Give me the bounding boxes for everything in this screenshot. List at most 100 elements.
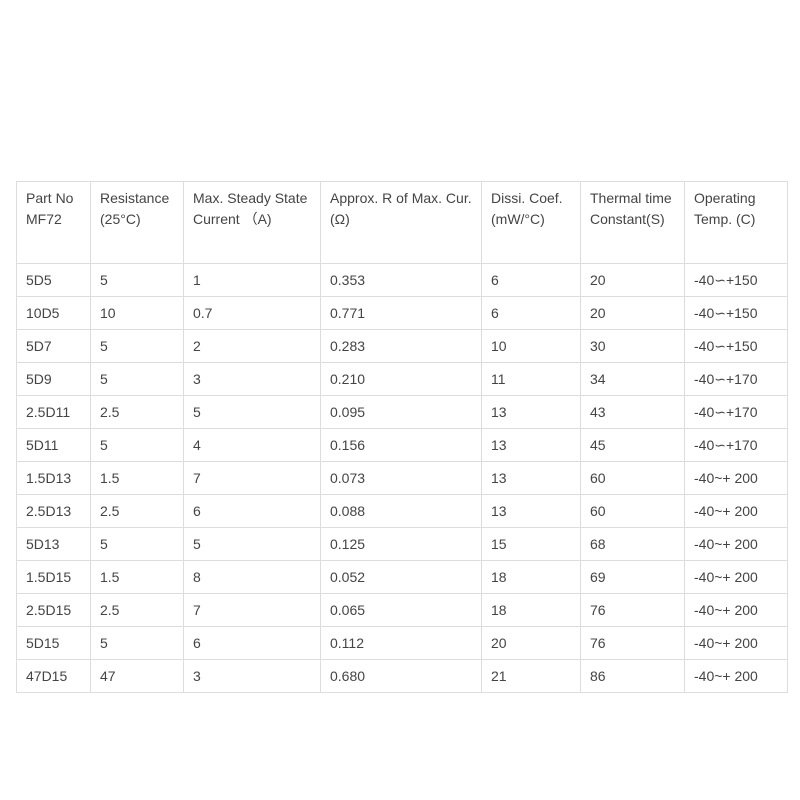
- table-row: 47D15 47 3 0.680 21 86 -40~+ 200: [16, 659, 788, 693]
- table-cell: 60: [580, 494, 685, 528]
- table-row: 5D13 5 5 0.125 15 68 -40~+ 200: [16, 527, 788, 561]
- table-cell: 5D5: [16, 263, 91, 297]
- table-cell: 3: [183, 659, 321, 693]
- table-cell: 21: [481, 659, 581, 693]
- table-cell: 47D15: [16, 659, 91, 693]
- column-header: Operating Temp. (C): [684, 181, 788, 264]
- table-cell: 15: [481, 527, 581, 561]
- table-cell: 45: [580, 428, 685, 462]
- table-cell: -40~+ 200: [684, 494, 788, 528]
- column-header: Approx. R of Max. Cur.(Ω): [320, 181, 482, 264]
- table-cell: 0.353: [320, 263, 482, 297]
- table-cell: 0.210: [320, 362, 482, 396]
- table-cell: 2.5D15: [16, 593, 91, 627]
- table-cell: 8: [183, 560, 321, 594]
- table-cell: 0.283: [320, 329, 482, 363]
- table-cell: -40~+ 200: [684, 626, 788, 660]
- table-cell: 2.5D11: [16, 395, 91, 429]
- table-cell: -40~+ 200: [684, 527, 788, 561]
- table-cell: 5: [90, 527, 184, 561]
- table-cell: 0.771: [320, 296, 482, 330]
- table-cell: 5: [90, 263, 184, 297]
- table-cell: 13: [481, 494, 581, 528]
- table-cell: 0.680: [320, 659, 482, 693]
- table-cell: 1.5D15: [16, 560, 91, 594]
- table-cell: -40∽+170: [684, 428, 788, 462]
- table-cell: 43: [580, 395, 685, 429]
- table-row: 10D5 10 0.7 0.771 6 20 -40∽+150: [16, 296, 788, 330]
- table-cell: 11: [481, 362, 581, 396]
- table-cell: 76: [580, 626, 685, 660]
- table-cell: -40~+ 200: [684, 659, 788, 693]
- table-cell: 4: [183, 428, 321, 462]
- table-cell: -40~+ 200: [684, 461, 788, 495]
- table-cell: 10: [481, 329, 581, 363]
- table-cell: 76: [580, 593, 685, 627]
- table-cell: 5: [90, 428, 184, 462]
- table-cell: 10D5: [16, 296, 91, 330]
- table-cell: 1.5D13: [16, 461, 91, 495]
- table-cell: 30: [580, 329, 685, 363]
- table-cell: 5D15: [16, 626, 91, 660]
- table-cell: 13: [481, 428, 581, 462]
- table-cell: 3: [183, 362, 321, 396]
- table-cell: 47: [90, 659, 184, 693]
- table-cell: 6: [481, 296, 581, 330]
- table-cell: 13: [481, 395, 581, 429]
- column-header: Thermal time Constant(S): [580, 181, 685, 264]
- table-row: 5D11 5 4 0.156 13 45 -40∽+170: [16, 428, 788, 462]
- table-cell: 7: [183, 461, 321, 495]
- table-row: 2.5D15 2.5 7 0.065 18 76 -40~+ 200: [16, 593, 788, 627]
- table-cell: 2.5D13: [16, 494, 91, 528]
- table-cell: 10: [90, 296, 184, 330]
- table-cell: 1.5: [90, 560, 184, 594]
- table-cell: 6: [183, 626, 321, 660]
- table-cell: 0.095: [320, 395, 482, 429]
- table-cell: -40∽+150: [684, 329, 788, 363]
- table-cell: 5: [90, 362, 184, 396]
- table-row: 5D5 5 1 0.353 6 20 -40∽+150: [16, 263, 788, 297]
- table-cell: 86: [580, 659, 685, 693]
- table-cell: 18: [481, 560, 581, 594]
- table-cell: 6: [481, 263, 581, 297]
- table-cell: 69: [580, 560, 685, 594]
- table-cell: 0.088: [320, 494, 482, 528]
- table-cell: 2.5: [90, 494, 184, 528]
- table-cell: 5: [90, 626, 184, 660]
- table-cell: 20: [580, 296, 685, 330]
- table-row: 2.5D13 2.5 6 0.088 13 60 -40~+ 200: [16, 494, 788, 528]
- table-cell: 5D13: [16, 527, 91, 561]
- table-cell: -40∽+150: [684, 263, 788, 297]
- table-row: 5D7 5 2 0.283 10 30 -40∽+150: [16, 329, 788, 363]
- table-cell: 0.112: [320, 626, 482, 660]
- table-cell: -40∽+170: [684, 395, 788, 429]
- table-cell: 7: [183, 593, 321, 627]
- table-cell: 5D11: [16, 428, 91, 462]
- table-cell: -40∽+150: [684, 296, 788, 330]
- table-cell: -40~+ 200: [684, 560, 788, 594]
- table-row: 1.5D15 1.5 8 0.052 18 69 -40~+ 200: [16, 560, 788, 594]
- column-header: Dissi. Coef. (mW/°C): [481, 181, 581, 264]
- table-cell: 2: [183, 329, 321, 363]
- table-row: 5D15 5 6 0.112 20 76 -40~+ 200: [16, 626, 788, 660]
- table-cell: 5D9: [16, 362, 91, 396]
- table-cell: 1.5: [90, 461, 184, 495]
- table-cell: 0.125: [320, 527, 482, 561]
- table-cell: 5: [90, 329, 184, 363]
- table-cell: 6: [183, 494, 321, 528]
- table-cell: 68: [580, 527, 685, 561]
- table-cell: 0.156: [320, 428, 482, 462]
- table-cell: 2.5: [90, 593, 184, 627]
- table-cell: -40∽+170: [684, 362, 788, 396]
- table-cell: 5D7: [16, 329, 91, 363]
- column-header: Part No MF72: [16, 181, 91, 264]
- table-cell: -40~+ 200: [684, 593, 788, 627]
- specs-table: Part No MF72 Resistance (25°C) Max. Steady…: [16, 181, 788, 693]
- table-row: 2.5D11 2.5 5 0.095 13 43 -40∽+170: [16, 395, 788, 429]
- table-row: 1.5D13 1.5 7 0.073 13 60 -40~+ 200: [16, 461, 788, 495]
- table-cell: 0.073: [320, 461, 482, 495]
- column-header: Resistance (25°C): [90, 181, 184, 264]
- header-row: Part No MF72 Resistance (25°C) Max. Steady…: [16, 181, 788, 264]
- table-cell: 34: [580, 362, 685, 396]
- table-cell: 5: [183, 395, 321, 429]
